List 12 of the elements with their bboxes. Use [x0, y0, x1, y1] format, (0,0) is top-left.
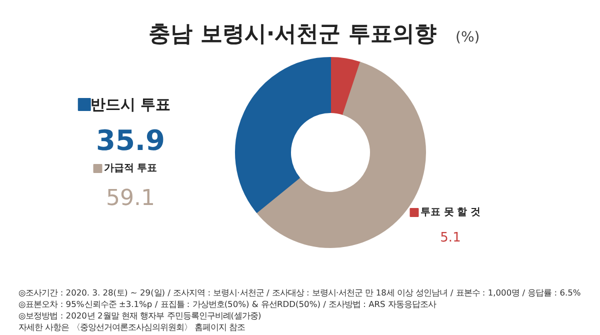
text: ◎표본오차 : 95%신뢰수준 ±3.1%p / 표집틀 : 가상번호(50%) & 유선RDD(50%) / 조사방법 : ARS 자동응답조사 — [18, 299, 436, 309]
text: ◎보정방법 : 2020년 2월말 현재 행자부 주민등록인구비례(셀가중) — [18, 310, 262, 320]
legend-label: 가급적 투표 — [104, 163, 158, 174]
chart-subtitle: (%) — [456, 30, 480, 46]
text: ◎조사기간 : 2020. 3. 28(토) ~ 29(일) / 조사지역 : 보령시·서천군 / 조사대상 : 보령시·서천군 만 18세 이상 성인남녀 / 표본수 : 1,000명 / 응답률 : 6.5% — [18, 288, 581, 298]
data-label: 5.1 — [440, 230, 461, 246]
legend-label: 반드시 투표 — [90, 96, 171, 114]
data-label: 59.1 — [106, 186, 155, 211]
chart-title: 충남 보령시·서천군 투표의향 — [148, 22, 436, 47]
legend-label: 투표 못 할 것 — [420, 207, 481, 218]
text: 자세한 사항은 〈중앙선거여론조사심의위원회〉 홈페이지 참조 — [18, 322, 246, 332]
data-label: 35.9 — [96, 124, 166, 157]
